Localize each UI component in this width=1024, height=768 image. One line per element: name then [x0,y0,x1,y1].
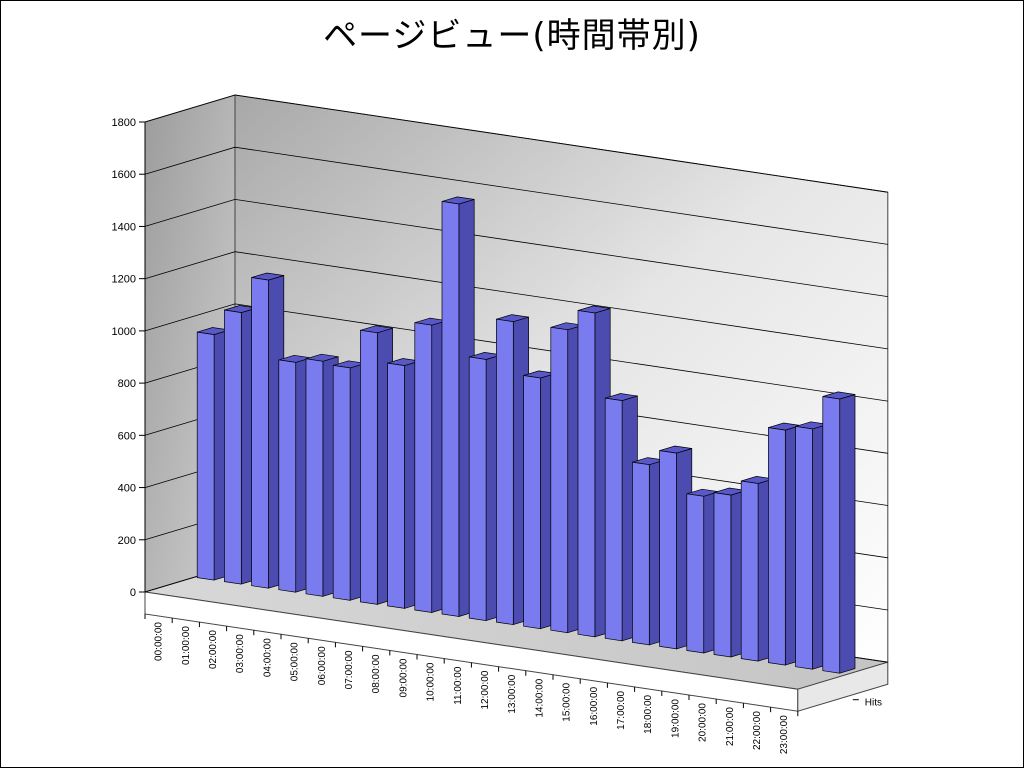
gridline [144,94,888,193]
gridline [144,198,888,297]
y-tick-label: 200 [118,535,136,547]
bar [822,391,856,674]
x-tick-label: 16:00:00 [589,686,600,725]
y-axis: 0 200 400 600 800 1000 1200 1400 1600 1800 [112,117,146,599]
x-tick-label: 10:00:00 [426,662,437,701]
x-tick-label: 02:00:00 [208,630,219,669]
y-tick-label: 1800 [112,117,136,129]
y-tick-label: 0 [130,587,136,599]
x-tick-label: 22:00:00 [752,711,763,750]
x-tick-label: 17:00:00 [616,690,627,729]
x-tick-label: 03:00:00 [235,634,246,673]
series-axis-label: Hits [865,698,882,709]
x-tick-label: 01:00:00 [181,626,192,665]
floor-right-edge [797,661,889,712]
x-tick-label: 04:00:00 [262,638,273,677]
y-tick-label: 1200 [112,274,136,286]
gridline [144,303,888,402]
x-tick-label: 07:00:00 [344,650,355,689]
x-tick-label: 18:00:00 [643,694,654,733]
x-tick-label: 21:00:00 [725,707,736,746]
x-axis: 00:00:00 01:00:00 02:00:00 03:00:00 04:00:00… [144,614,882,754]
y-tick-label: 600 [118,430,136,442]
chart-title: ページビュー(時間帯別) [323,16,701,56]
bars [196,196,856,674]
gridline [144,146,888,245]
x-tick-label: 15:00:00 [562,682,573,721]
x-tick-label: 13:00:00 [507,674,518,713]
x-tick-label: 09:00:00 [398,658,409,697]
y-tick-label: 1400 [112,221,136,233]
y-tick-label: 800 [118,378,136,390]
y-tick-label: 1600 [112,169,136,181]
x-tick-label: 06:00:00 [317,646,328,685]
x-tick-label: 19:00:00 [670,699,681,738]
x-tick-label: 05:00:00 [290,642,301,681]
gridline [144,251,888,350]
x-tick-label: 00:00:00 [154,622,165,661]
x-tick-label: 11:00:00 [453,666,464,705]
y-tick-label: 400 [118,483,136,495]
y-tick-label: 1000 [112,326,136,338]
x-tick-label: 23:00:00 [779,715,790,754]
x-tick-label: 20:00:00 [698,703,709,742]
x-tick-label: 12:00:00 [480,670,491,709]
x-tick-label: 14:00:00 [534,678,545,717]
x-tick-label: 08:00:00 [371,654,382,693]
